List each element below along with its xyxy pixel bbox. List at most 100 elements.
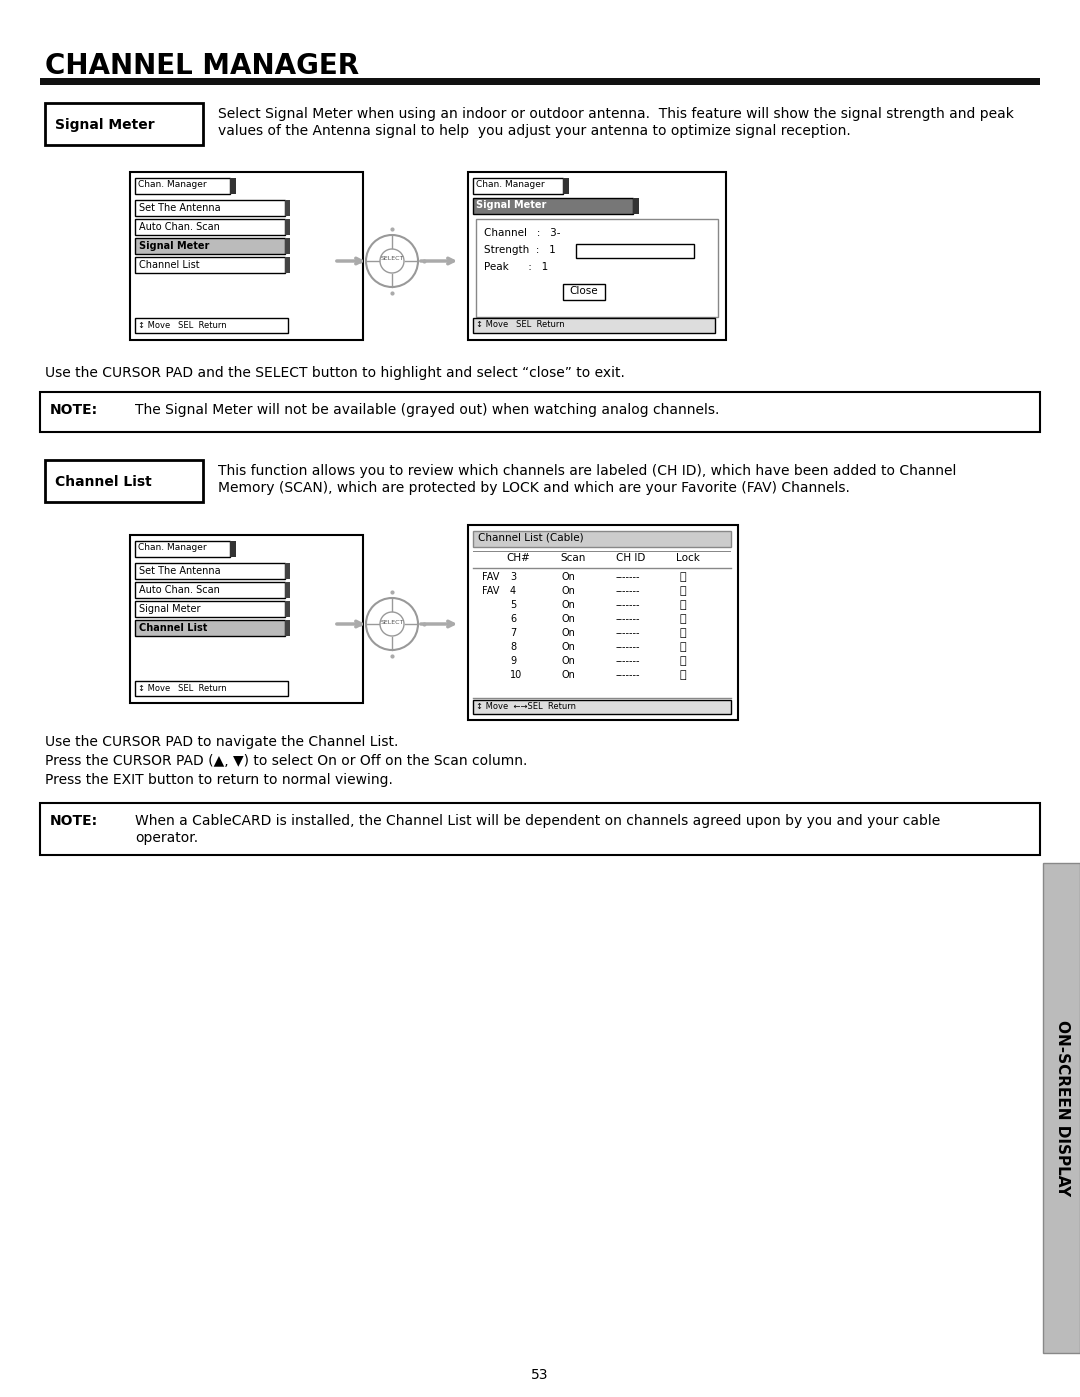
Text: Use the CURSOR PAD to navigate the Channel List.: Use the CURSOR PAD to navigate the Chann… bbox=[45, 735, 399, 749]
Text: Channel List: Channel List bbox=[55, 475, 152, 489]
Text: -------: ------- bbox=[616, 643, 640, 652]
Text: Peak      :   1: Peak : 1 bbox=[484, 263, 549, 272]
Text: ↕ Move   SEL  Return: ↕ Move SEL Return bbox=[138, 321, 227, 330]
Text: CHANNEL MANAGER: CHANNEL MANAGER bbox=[45, 52, 360, 80]
Text: CH#: CH# bbox=[507, 553, 530, 563]
Text: Press the EXIT button to return to normal viewing.: Press the EXIT button to return to norma… bbox=[45, 773, 393, 787]
Bar bbox=[40, 803, 1040, 855]
Text: 5: 5 bbox=[510, 599, 516, 610]
Text: FAV: FAV bbox=[482, 571, 499, 583]
Text: 🔒: 🔒 bbox=[680, 615, 687, 624]
Bar bbox=[285, 257, 291, 272]
Text: 🔒: 🔒 bbox=[680, 585, 687, 597]
Text: Lock: Lock bbox=[676, 553, 700, 563]
Text: On: On bbox=[562, 615, 576, 624]
Text: 3: 3 bbox=[510, 571, 516, 583]
Bar bbox=[135, 319, 288, 332]
Text: operator.: operator. bbox=[135, 831, 198, 845]
Bar bbox=[45, 460, 203, 502]
Bar bbox=[135, 583, 285, 598]
Text: Chan. Manager: Chan. Manager bbox=[476, 180, 544, 189]
Text: -------: ------- bbox=[616, 571, 640, 583]
Bar bbox=[473, 319, 715, 332]
Text: On: On bbox=[562, 657, 576, 666]
Text: ↕ Move   SEL  Return: ↕ Move SEL Return bbox=[138, 685, 227, 693]
Bar bbox=[135, 237, 285, 254]
Bar bbox=[473, 198, 633, 214]
Text: On: On bbox=[562, 585, 576, 597]
Text: Chan. Manager: Chan. Manager bbox=[138, 543, 206, 552]
Bar bbox=[135, 219, 285, 235]
Text: 🔒: 🔒 bbox=[680, 629, 687, 638]
Text: Channel List (Cable): Channel List (Cable) bbox=[478, 534, 583, 543]
Text: 6: 6 bbox=[510, 615, 516, 624]
Text: 🔒: 🔒 bbox=[680, 657, 687, 666]
Text: The Signal Meter will not be available (grayed out) when watching analog channel: The Signal Meter will not be available (… bbox=[135, 402, 719, 416]
Bar bbox=[45, 103, 203, 145]
Text: NOTE:: NOTE: bbox=[50, 814, 98, 828]
Text: Set The Antenna: Set The Antenna bbox=[139, 203, 220, 212]
Text: On: On bbox=[562, 629, 576, 638]
Text: Signal Meter: Signal Meter bbox=[476, 200, 546, 210]
Bar bbox=[135, 563, 285, 578]
Text: Channel List: Channel List bbox=[139, 623, 207, 633]
Text: Strength  :   1: Strength : 1 bbox=[484, 244, 556, 256]
Bar bbox=[473, 700, 731, 714]
Bar bbox=[576, 244, 694, 258]
Bar bbox=[285, 601, 291, 617]
Text: FAV: FAV bbox=[482, 585, 499, 597]
Text: ↕ Move  ←→SEL  Return: ↕ Move ←→SEL Return bbox=[476, 703, 576, 711]
Text: NOTE:: NOTE: bbox=[50, 402, 98, 416]
Bar bbox=[130, 172, 363, 339]
Text: When a CableCARD is installed, the Channel List will be dependent on channels ag: When a CableCARD is installed, the Chann… bbox=[135, 814, 941, 828]
Bar bbox=[285, 583, 291, 598]
Text: -------: ------- bbox=[616, 585, 640, 597]
Text: Set The Antenna: Set The Antenna bbox=[139, 566, 220, 576]
Text: Chan. Manager: Chan. Manager bbox=[138, 180, 206, 189]
Bar bbox=[135, 680, 288, 696]
Text: Select Signal Meter when using an indoor or outdoor antenna.  This feature will : Select Signal Meter when using an indoor… bbox=[218, 108, 1014, 122]
Bar bbox=[135, 177, 230, 194]
Text: Signal Meter: Signal Meter bbox=[139, 242, 210, 251]
Bar bbox=[468, 525, 738, 719]
Text: Scan: Scan bbox=[561, 553, 585, 563]
Bar bbox=[135, 601, 285, 617]
Bar bbox=[135, 257, 285, 272]
Text: CH ID: CH ID bbox=[616, 553, 646, 563]
Text: 4: 4 bbox=[510, 585, 516, 597]
Text: 9: 9 bbox=[510, 657, 516, 666]
Bar bbox=[473, 177, 563, 194]
Text: Close: Close bbox=[569, 286, 598, 296]
Bar bbox=[633, 198, 639, 214]
Text: Auto Chan. Scan: Auto Chan. Scan bbox=[139, 222, 220, 232]
Bar bbox=[285, 563, 291, 578]
Bar bbox=[468, 172, 726, 339]
Text: Press the CURSOR PAD (▲, ▼) to select On or Off on the Scan column.: Press the CURSOR PAD (▲, ▼) to select On… bbox=[45, 754, 527, 768]
Text: 🔒: 🔒 bbox=[680, 599, 687, 610]
Bar bbox=[130, 535, 363, 703]
Text: This function allows you to review which channels are labeled (CH ID), which hav: This function allows you to review which… bbox=[218, 464, 957, 478]
Bar bbox=[476, 219, 718, 317]
Text: ↕ Move   SEL  Return: ↕ Move SEL Return bbox=[476, 320, 565, 330]
Text: -------: ------- bbox=[616, 671, 640, 680]
Ellipse shape bbox=[366, 598, 418, 650]
Bar bbox=[285, 219, 291, 235]
Bar bbox=[285, 200, 291, 217]
Ellipse shape bbox=[366, 235, 418, 286]
Text: -------: ------- bbox=[616, 615, 640, 624]
Text: -------: ------- bbox=[616, 599, 640, 610]
Bar bbox=[135, 200, 285, 217]
Text: ON-SCREEN DISPLAY: ON-SCREEN DISPLAY bbox=[1054, 1020, 1069, 1196]
Bar bbox=[285, 237, 291, 254]
Text: Signal Meter: Signal Meter bbox=[55, 117, 154, 131]
Text: Signal Meter: Signal Meter bbox=[139, 604, 201, 615]
Bar bbox=[135, 620, 285, 636]
Text: Use the CURSOR PAD and the SELECT button to highlight and select “close” to exit: Use the CURSOR PAD and the SELECT button… bbox=[45, 366, 625, 380]
Bar bbox=[40, 78, 1040, 85]
Text: On: On bbox=[562, 671, 576, 680]
Text: 53: 53 bbox=[531, 1368, 549, 1382]
Text: Channel List: Channel List bbox=[139, 260, 200, 270]
Bar bbox=[473, 531, 731, 548]
Text: 8: 8 bbox=[510, 643, 516, 652]
Text: SELECT: SELECT bbox=[380, 257, 404, 261]
